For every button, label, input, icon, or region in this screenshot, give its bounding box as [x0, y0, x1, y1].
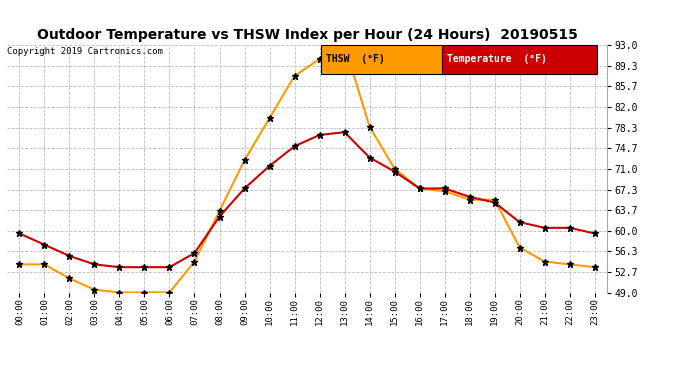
Title: Outdoor Temperature vs THSW Index per Hour (24 Hours)  20190515: Outdoor Temperature vs THSW Index per Ho…: [37, 28, 578, 42]
Text: THSW  (°F): THSW (°F): [326, 54, 385, 64]
Text: Temperature  (°F): Temperature (°F): [447, 54, 547, 64]
Text: Copyright 2019 Cartronics.com: Copyright 2019 Cartronics.com: [7, 47, 163, 56]
